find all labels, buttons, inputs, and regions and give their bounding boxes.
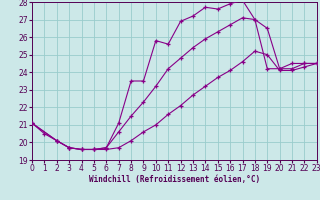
X-axis label: Windchill (Refroidissement éolien,°C): Windchill (Refroidissement éolien,°C) (89, 175, 260, 184)
